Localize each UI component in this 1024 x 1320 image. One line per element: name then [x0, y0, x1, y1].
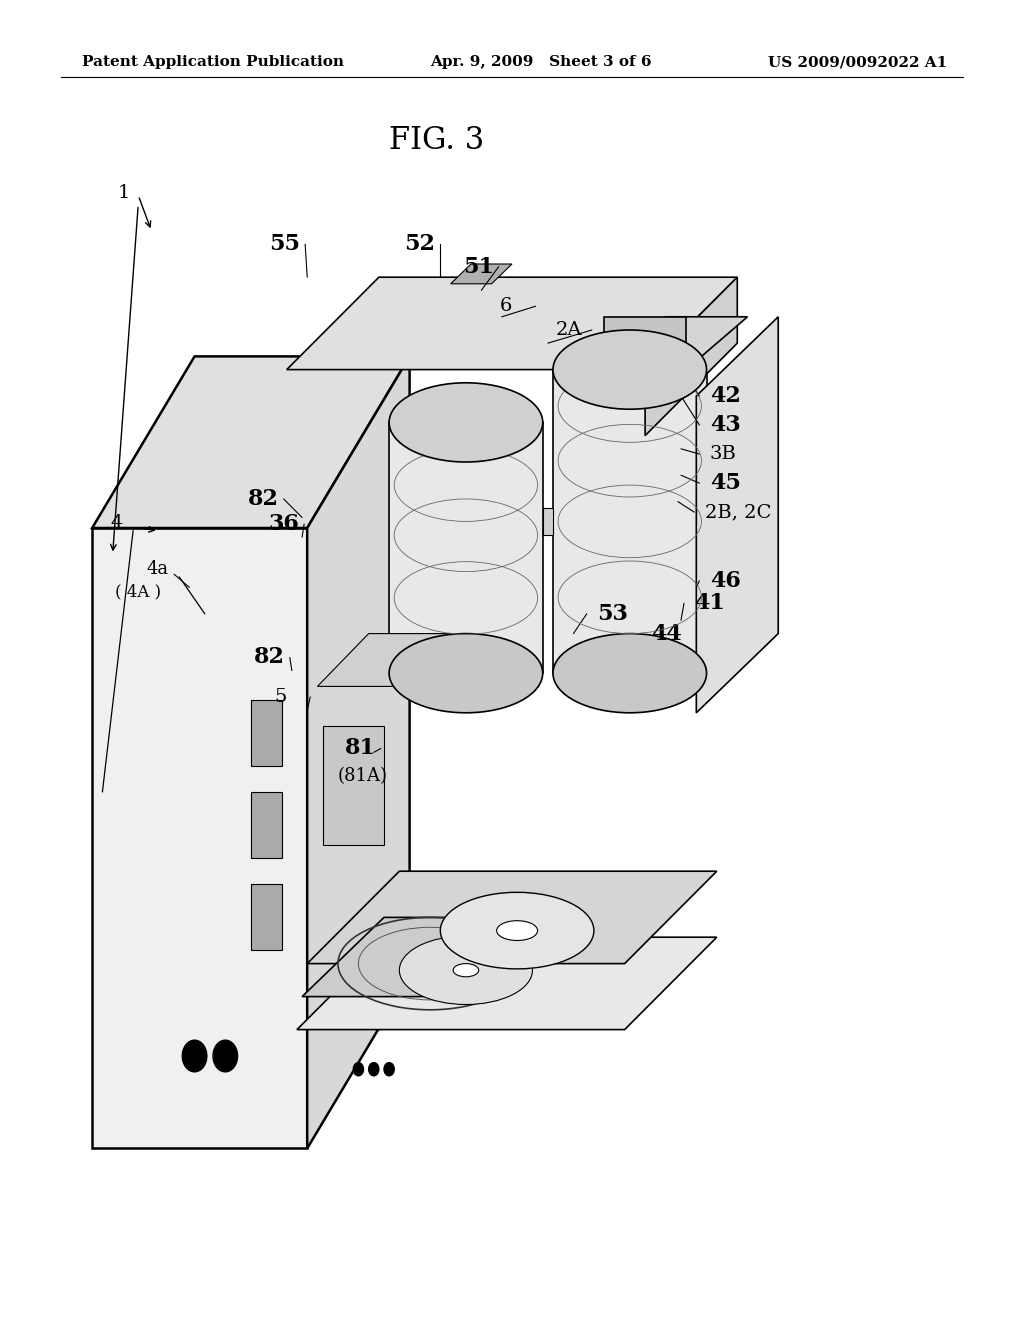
Polygon shape — [287, 277, 737, 370]
Circle shape — [213, 1040, 238, 1072]
Polygon shape — [451, 264, 512, 284]
Text: 36: 36 — [268, 513, 299, 535]
Ellipse shape — [553, 634, 707, 713]
Ellipse shape — [453, 964, 479, 977]
Polygon shape — [307, 871, 717, 964]
Ellipse shape — [440, 892, 594, 969]
Polygon shape — [604, 317, 748, 370]
Text: 1: 1 — [118, 183, 130, 202]
Text: 5: 5 — [274, 688, 287, 706]
Polygon shape — [317, 634, 451, 686]
Circle shape — [384, 1063, 394, 1076]
Text: 51: 51 — [463, 256, 494, 277]
Polygon shape — [251, 700, 282, 766]
Polygon shape — [604, 317, 686, 370]
Circle shape — [182, 1040, 207, 1072]
Text: 6: 6 — [500, 297, 512, 315]
Text: 44: 44 — [651, 623, 682, 644]
Text: Patent Application Publication: Patent Application Publication — [82, 55, 344, 70]
Polygon shape — [302, 917, 573, 997]
Text: 4a: 4a — [146, 560, 169, 578]
Text: 55: 55 — [269, 234, 300, 255]
Ellipse shape — [553, 330, 707, 409]
Text: 45: 45 — [710, 473, 740, 494]
Text: US 2009/0092022 A1: US 2009/0092022 A1 — [768, 55, 947, 70]
Text: FIG. 3: FIG. 3 — [389, 125, 484, 156]
Polygon shape — [389, 422, 543, 673]
Text: 82: 82 — [254, 647, 285, 668]
Ellipse shape — [399, 936, 532, 1005]
Text: 3A: 3A — [587, 347, 613, 366]
Polygon shape — [323, 726, 384, 845]
Text: ( 4A ): ( 4A ) — [115, 583, 161, 601]
Text: Apr. 9, 2009   Sheet 3 of 6: Apr. 9, 2009 Sheet 3 of 6 — [430, 55, 651, 70]
Text: 53: 53 — [597, 603, 628, 624]
Polygon shape — [297, 937, 717, 1030]
Text: 4: 4 — [111, 513, 123, 532]
Text: 52: 52 — [404, 234, 435, 255]
Polygon shape — [92, 356, 410, 528]
Text: 43: 43 — [710, 414, 740, 436]
Polygon shape — [543, 508, 553, 535]
Circle shape — [353, 1063, 364, 1076]
Text: 41: 41 — [694, 593, 725, 614]
Polygon shape — [92, 528, 307, 1148]
Polygon shape — [696, 317, 778, 713]
Text: 46: 46 — [710, 570, 740, 591]
Ellipse shape — [389, 634, 543, 713]
Text: 81: 81 — [345, 738, 376, 759]
Ellipse shape — [389, 383, 543, 462]
Polygon shape — [251, 884, 282, 950]
Polygon shape — [251, 792, 282, 858]
Text: 42: 42 — [710, 385, 740, 407]
Polygon shape — [645, 277, 737, 436]
Ellipse shape — [497, 921, 538, 940]
Polygon shape — [553, 370, 707, 673]
Text: 3B: 3B — [710, 445, 736, 463]
Text: (81A): (81A) — [338, 767, 388, 785]
Text: 82: 82 — [248, 488, 279, 510]
Text: 2B, 2C: 2B, 2C — [705, 503, 771, 521]
Circle shape — [369, 1063, 379, 1076]
Text: 2A: 2A — [556, 321, 583, 339]
Polygon shape — [307, 356, 410, 1148]
